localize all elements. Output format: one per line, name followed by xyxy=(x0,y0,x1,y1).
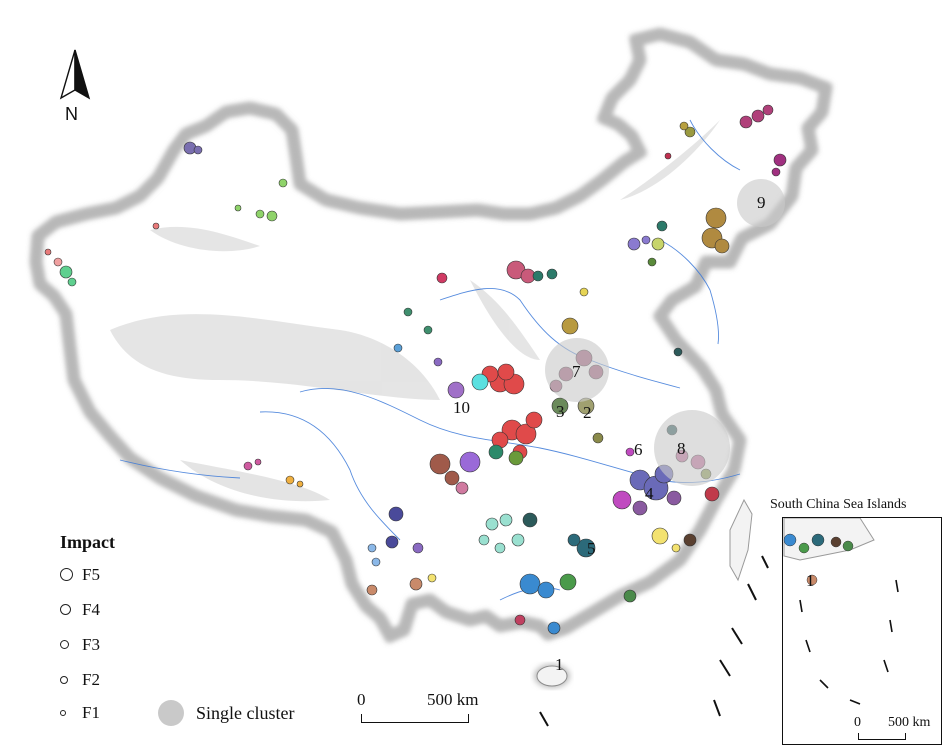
inset-map: 1 xyxy=(783,517,899,705)
legend-label: F1 xyxy=(82,702,100,722)
inset-scale-zero: 0 xyxy=(854,715,861,730)
inset-title: South China Sea Islands xyxy=(770,497,907,512)
inset-cluster-label: 1 xyxy=(806,571,815,590)
legend-single-cluster: Single cluster xyxy=(158,700,294,726)
cluster-label-10: 10 xyxy=(453,398,470,417)
scale-bar-line xyxy=(361,714,469,723)
cluster-label-4: 4 xyxy=(645,484,654,503)
legend-item-f1: F1 xyxy=(60,701,180,724)
legend-item-f3: F3 xyxy=(60,633,180,656)
legend-label: F2 xyxy=(82,669,100,689)
cluster-label-3: 3 xyxy=(556,402,565,421)
cluster-label-7: 7 xyxy=(572,362,581,381)
inset-frame xyxy=(782,517,942,745)
circle-icon xyxy=(60,709,66,716)
north-arrow: N xyxy=(55,48,99,128)
cluster-label-5: 5 xyxy=(587,539,596,558)
legend-label: F3 xyxy=(82,634,100,654)
legend-label: F5 xyxy=(82,564,100,584)
cluster-label-group: 1 2 3 4 5 6 7 8 9 10 xyxy=(453,193,766,674)
legend-item-f2: F2 xyxy=(60,668,180,691)
legend-item-f4: F4 xyxy=(60,598,180,621)
inset-scale-distance: 500 km xyxy=(888,715,931,730)
legend-item-f5: F5 xyxy=(60,563,180,586)
inset-scale-bar: 0 500 km xyxy=(852,715,942,745)
cluster-label-6: 6 xyxy=(634,440,643,459)
north-arrow-icon xyxy=(59,49,91,100)
scale-distance: 500 km xyxy=(427,690,479,709)
scale-zero: 0 xyxy=(357,690,366,709)
single-cluster-label: Single cluster xyxy=(196,702,295,723)
scale-bar: 0 500 km xyxy=(357,690,497,730)
cluster-label-1: 1 xyxy=(555,655,564,674)
legend-title: Impact xyxy=(60,532,115,552)
legend: Impact F5 F4 F3 F2 F1 xyxy=(60,532,180,724)
dash-line xyxy=(539,555,769,727)
terrain-shading xyxy=(110,120,720,502)
inset-scale-line xyxy=(858,733,906,740)
circle-icon xyxy=(60,640,69,649)
circle-icon xyxy=(60,568,73,581)
circle-icon xyxy=(60,604,71,615)
china-landmass xyxy=(30,28,832,688)
north-label: N xyxy=(65,104,78,124)
single-cluster-halos xyxy=(545,179,785,486)
legend-label: F4 xyxy=(82,599,100,619)
circle-icon xyxy=(60,675,68,684)
single-cluster-icon xyxy=(158,700,184,726)
cluster-label-2: 2 xyxy=(583,403,592,422)
cluster-label-8: 8 xyxy=(677,439,686,458)
cluster-label-9: 9 xyxy=(757,193,766,212)
